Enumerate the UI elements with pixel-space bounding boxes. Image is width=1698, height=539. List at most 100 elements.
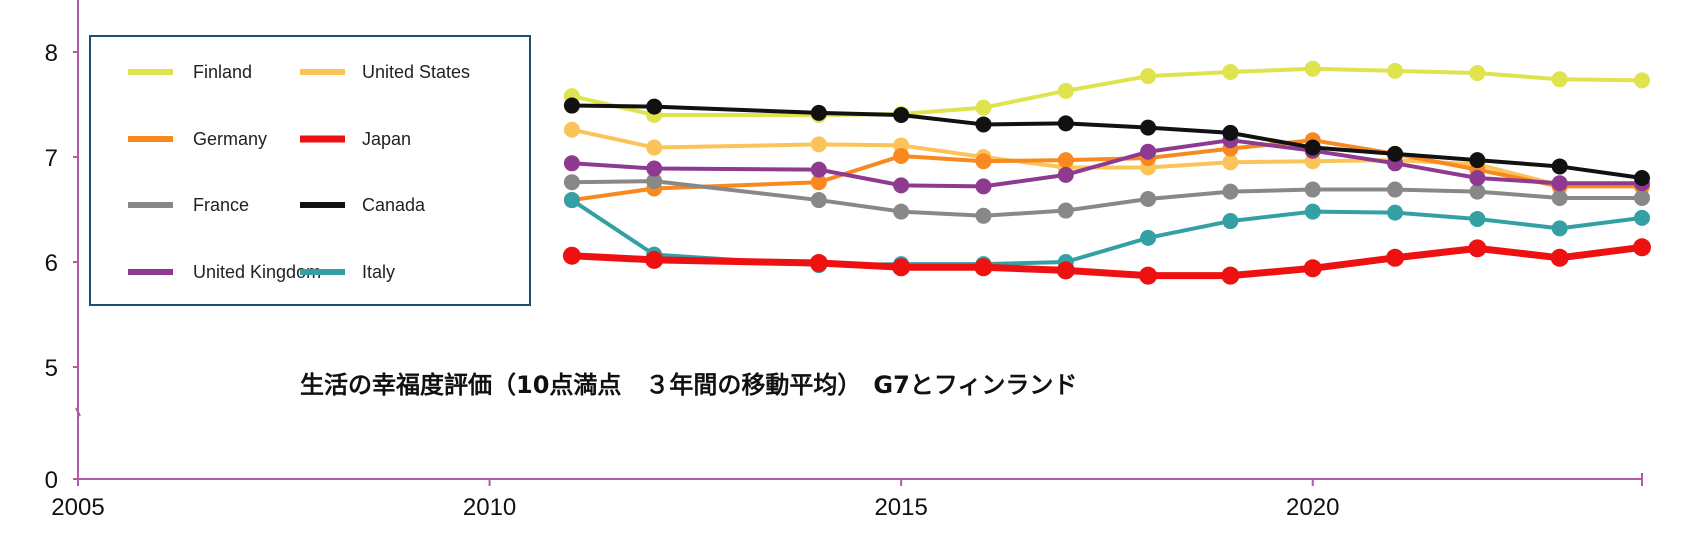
legend-item: Germany <box>128 129 267 149</box>
data-point <box>1550 248 1569 267</box>
data-point <box>1634 189 1650 206</box>
legend-label: Finland <box>193 62 252 82</box>
data-point <box>563 174 580 191</box>
data-point <box>1056 261 1075 280</box>
data-point <box>1634 209 1650 226</box>
legend-item: Finland <box>128 62 252 82</box>
legend-item: Italy <box>300 262 395 282</box>
legend-label: Germany <box>193 129 267 149</box>
legend-item: Canada <box>300 195 426 215</box>
legend-items: Finland United States Germany Japan France Ca… <box>128 62 470 282</box>
x-tick-label: 2015 <box>874 494 927 521</box>
data-point <box>975 207 992 224</box>
data-point <box>1057 152 1074 169</box>
chart-title: 生活の幸福度評価（10点満点 ３年間の移動平均） G7とフィンランド <box>300 371 1077 399</box>
data-point <box>810 161 827 178</box>
data-point <box>563 121 580 138</box>
axis-break-mark <box>75 407 81 417</box>
data-point <box>1387 204 1404 221</box>
data-point <box>646 160 663 177</box>
data-point <box>1221 266 1240 285</box>
series-canada <box>563 97 1650 186</box>
x-tick-label: 2010 <box>463 494 516 521</box>
y-tick-label: 6 <box>45 250 58 277</box>
data-point <box>975 178 992 195</box>
y-tick-label: 7 <box>45 145 58 172</box>
data-point <box>1057 202 1074 219</box>
data-point <box>975 99 992 116</box>
data-point <box>1387 181 1404 198</box>
data-point <box>1303 259 1322 278</box>
legend-item: Japan <box>300 129 411 149</box>
legend-item: United Kingdom <box>128 262 321 282</box>
data-point <box>1304 139 1321 156</box>
axes: 0 5 6 7 8 2005 2010 2015 2020 <box>45 0 1643 521</box>
data-point <box>1469 152 1486 169</box>
data-point <box>645 250 664 269</box>
data-point <box>809 254 828 273</box>
data-point <box>974 258 993 277</box>
x-tick-label: 2005 <box>51 494 104 521</box>
data-point <box>646 98 663 115</box>
data-point <box>1387 145 1404 162</box>
legend: Finland United States Germany Japan France Ca… <box>89 35 531 306</box>
data-point <box>1304 203 1321 220</box>
data-point <box>1140 191 1157 207</box>
data-point <box>1140 119 1157 136</box>
data-point <box>1140 68 1157 85</box>
series-france <box>563 173 1650 224</box>
legend-label: France <box>193 195 249 215</box>
data-point <box>1634 72 1650 89</box>
data-point <box>1386 248 1405 267</box>
data-point <box>1140 229 1157 246</box>
legend-label: Canada <box>362 195 426 215</box>
x-tick-label: 2020 <box>1286 494 1339 521</box>
data-point <box>810 192 827 209</box>
data-point <box>893 203 910 220</box>
data-point <box>562 246 581 265</box>
legend-label: United States <box>362 62 470 82</box>
data-point <box>563 97 580 114</box>
data-point <box>1057 82 1074 99</box>
series-united-kingdom <box>563 132 1650 195</box>
data-point <box>1139 266 1158 285</box>
legend-item: United States <box>300 62 470 82</box>
data-point <box>563 192 580 209</box>
y-tick-label: 8 <box>45 40 58 67</box>
data-point <box>1634 170 1650 186</box>
data-point <box>1551 189 1568 206</box>
data-point <box>810 136 827 153</box>
data-point <box>646 139 663 156</box>
data-point <box>1387 62 1404 79</box>
data-point <box>1222 213 1239 230</box>
data-point <box>975 116 992 133</box>
data-point <box>1551 71 1568 88</box>
data-point <box>893 147 910 164</box>
data-point <box>1633 238 1651 257</box>
data-point <box>1468 239 1487 258</box>
legend-label: United Kingdom <box>193 262 321 282</box>
data-point <box>1057 166 1074 183</box>
data-point <box>893 107 910 123</box>
data-point <box>1469 65 1486 81</box>
y-tick-label: 0 <box>45 467 58 494</box>
data-point <box>892 258 911 277</box>
series-finland <box>563 60 1650 123</box>
data-point <box>1551 175 1568 192</box>
data-point <box>1057 115 1074 132</box>
data-point <box>1222 154 1239 171</box>
legend-label: Japan <box>362 129 411 149</box>
data-point <box>646 173 663 190</box>
data-point <box>1304 181 1321 198</box>
y-tick-label: 5 <box>45 355 58 382</box>
data-point <box>1551 158 1568 175</box>
series-japan <box>562 238 1651 285</box>
legend-label: Italy <box>362 262 395 282</box>
series-layer <box>562 60 1651 285</box>
data-point <box>810 174 827 191</box>
legend-item: France <box>128 195 249 215</box>
data-point <box>975 153 992 170</box>
data-point <box>1222 124 1239 141</box>
